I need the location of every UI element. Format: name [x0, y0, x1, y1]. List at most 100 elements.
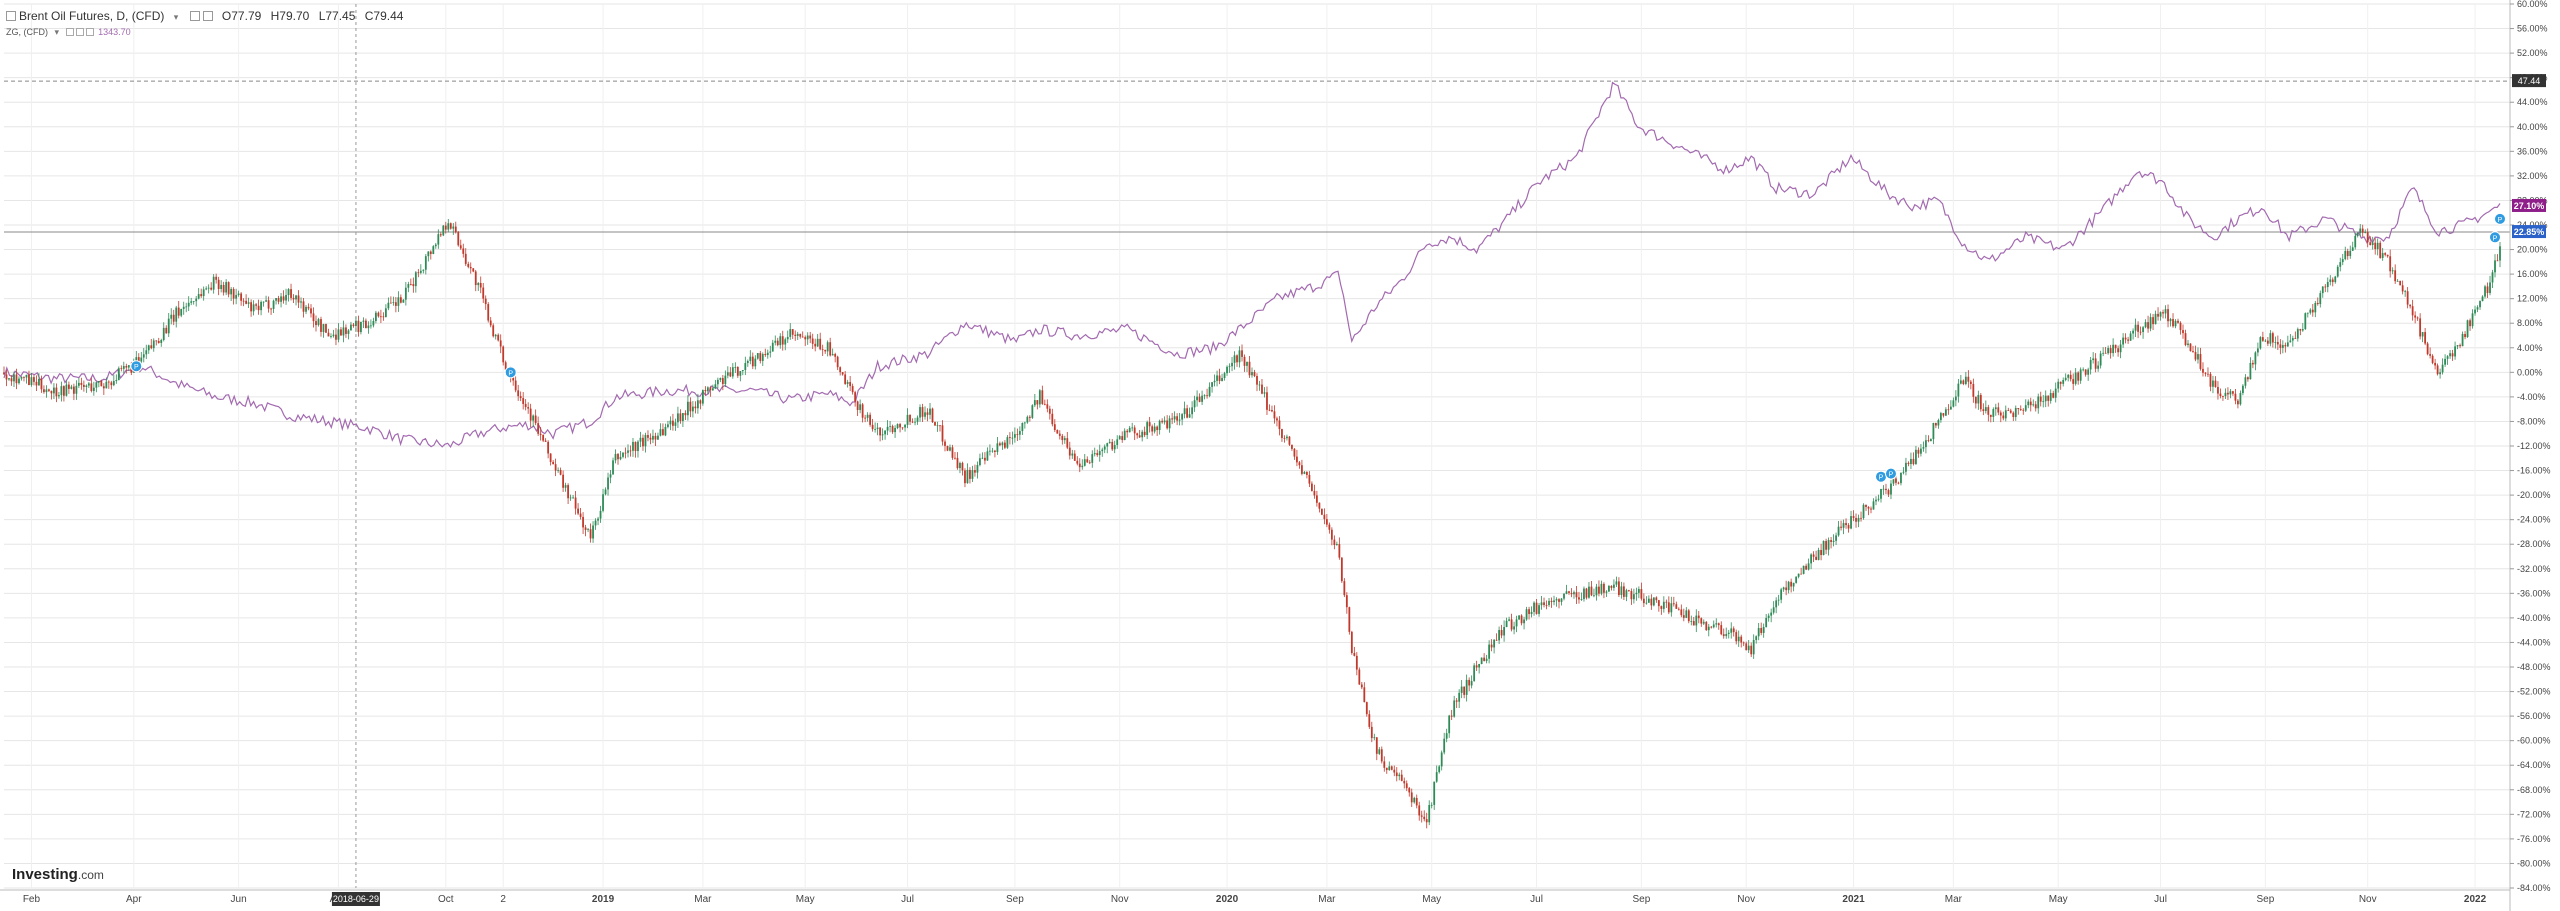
candle	[2067, 373, 2070, 382]
candle-body	[2164, 309, 2167, 314]
chart-legend-secondary: ZG, (CFD) ▾ 1343.70	[6, 27, 135, 38]
candle-body	[1358, 669, 1361, 685]
y-tick-label: -36.00%	[2517, 588, 2551, 598]
candle	[769, 345, 772, 358]
settings-icon[interactable]	[189, 11, 200, 21]
y-tick-label: -8.00%	[2517, 416, 2546, 426]
annotation-marker[interactable]: P	[504, 366, 517, 379]
annotation-marker[interactable]: P	[1874, 470, 1887, 483]
candle-body	[1580, 599, 1583, 600]
collapse-icon[interactable]	[6, 11, 16, 21]
close-icon[interactable]	[75, 28, 84, 36]
instrument-title[interactable]: Brent Oil Futures, D, (CFD)	[19, 9, 165, 23]
candle	[2454, 341, 2456, 360]
candle	[1320, 508, 1323, 516]
candle-body	[432, 246, 435, 254]
candle-body	[2346, 250, 2349, 257]
candle-body	[414, 272, 417, 287]
candle	[2421, 332, 2424, 343]
candle-body	[2139, 331, 2142, 333]
candle	[230, 287, 233, 302]
candle	[1101, 447, 1104, 457]
settings-icon[interactable]	[65, 28, 74, 36]
candle	[225, 279, 228, 296]
candle	[2484, 284, 2486, 299]
more-icon[interactable]	[85, 28, 94, 36]
candle-body	[2484, 286, 2486, 297]
candle	[315, 315, 317, 332]
candle	[1191, 401, 1193, 419]
candle-body	[2471, 313, 2474, 327]
candle	[1677, 607, 1680, 611]
candle-body	[1495, 639, 1498, 641]
annotation-markers[interactable]: PPP PPP	[130, 212, 2506, 483]
candle-body	[647, 434, 649, 438]
candle	[1188, 407, 1191, 418]
candle-body	[1782, 587, 1785, 590]
annotation-marker[interactable]: P	[2494, 212, 2506, 225]
candle	[48, 388, 50, 393]
candle-body	[1113, 445, 1116, 450]
candle-body	[544, 440, 547, 442]
candle-body	[1036, 400, 1039, 405]
candle	[649, 433, 652, 445]
candle-body	[1226, 366, 1228, 374]
candle-body	[682, 413, 684, 422]
candle-body	[1343, 581, 1346, 596]
annotation-marker[interactable]: P	[130, 360, 143, 373]
candle-body	[1637, 589, 1640, 593]
y-tick-label: -16.00%	[2517, 466, 2551, 476]
candle	[297, 290, 300, 308]
candle-body	[609, 474, 612, 478]
candle	[776, 337, 779, 347]
annotation-marker[interactable]: P	[1884, 467, 1897, 480]
candle	[549, 453, 552, 466]
y-axis[interactable]: 60.00%56.00%52.00%48.00%44.00%40.00%36.0…	[2509, 0, 2551, 911]
candle	[1158, 419, 1161, 435]
candle-body	[235, 295, 238, 299]
candle	[749, 350, 752, 365]
candle	[846, 379, 849, 388]
chevron-down-icon[interactable]: ▾	[173, 12, 179, 22]
candle	[1380, 746, 1383, 764]
candle	[946, 445, 949, 452]
candle-body	[3, 372, 5, 375]
candle	[1518, 615, 1520, 621]
candle-body	[1301, 465, 1303, 474]
candle-body	[984, 457, 986, 461]
annotation-marker[interactable]: P	[2489, 231, 2502, 244]
candle	[1033, 393, 1036, 408]
candle	[472, 268, 475, 273]
candle-body	[1927, 440, 1930, 442]
candle	[781, 330, 784, 351]
candle-body	[1241, 350, 1243, 357]
close-icon[interactable]	[202, 11, 213, 21]
candle	[539, 427, 542, 441]
candle-body	[332, 334, 335, 337]
series2-label[interactable]: ZG, (CFD)	[6, 27, 48, 37]
candle	[2044, 390, 2047, 408]
candle-body	[751, 356, 754, 367]
candle-body	[2182, 330, 2184, 334]
candle-body	[1178, 419, 1181, 421]
candle	[1563, 593, 1565, 601]
y-tick-label: 8.00%	[2517, 318, 2543, 328]
candle-body	[1740, 636, 1743, 643]
candle	[1807, 558, 1810, 571]
candle-body	[55, 387, 58, 397]
candle	[327, 328, 330, 337]
candle-body	[427, 251, 430, 257]
candle	[719, 377, 722, 383]
candle	[1735, 629, 1738, 645]
candle-body	[212, 276, 215, 290]
candle	[2459, 343, 2461, 349]
x-axis[interactable]: FebAprJunAugOct22019MarMayJulSepNov2020M…	[0, 889, 2510, 906]
chevron-down-icon[interactable]: ▾	[54, 27, 60, 37]
candle	[195, 295, 198, 307]
candle	[554, 458, 557, 477]
candle-body	[1306, 471, 1308, 475]
candle	[1363, 682, 1366, 703]
candle	[527, 402, 530, 414]
candle-body	[906, 414, 909, 425]
